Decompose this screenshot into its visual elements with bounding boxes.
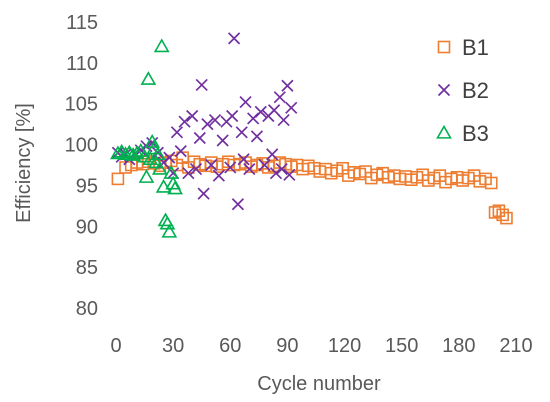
data-point-b2 bbox=[235, 126, 248, 139]
x-axis-label: Cycle number bbox=[257, 373, 381, 395]
legend-marker-b3 bbox=[436, 124, 452, 139]
x-tick-label: 210 bbox=[499, 335, 532, 357]
data-point-b2 bbox=[250, 130, 264, 143]
data-point-b3 bbox=[167, 180, 183, 195]
data-point-b2 bbox=[174, 145, 187, 158]
data-point-b3 bbox=[163, 165, 180, 179]
data-point-b2 bbox=[258, 158, 271, 172]
y-tick-label: 100 bbox=[65, 135, 98, 157]
data-point-b3 bbox=[148, 154, 164, 169]
data-point-b2 bbox=[208, 113, 222, 127]
series-b2 bbox=[111, 32, 298, 211]
data-point-b2 bbox=[205, 158, 218, 172]
data-point-b2 bbox=[201, 118, 214, 131]
y-tick-label: 95 bbox=[76, 175, 98, 197]
legend-marker-b1 bbox=[437, 40, 451, 54]
data-point-b2 bbox=[275, 162, 288, 176]
legend-label: B1 bbox=[462, 35, 489, 60]
data-point-b2 bbox=[170, 126, 184, 139]
data-point-b3 bbox=[153, 38, 170, 53]
data-point-b2 bbox=[273, 91, 286, 104]
data-point-b3 bbox=[155, 178, 172, 193]
data-point-b2 bbox=[283, 168, 296, 181]
legend-marker-b2 bbox=[437, 83, 451, 97]
data-point-b3 bbox=[113, 143, 130, 158]
data-point-b1 bbox=[492, 204, 506, 218]
x-tick-label: 0 bbox=[110, 335, 121, 357]
legend-item-b3: B3 bbox=[436, 121, 489, 146]
legend: B1 B2 B3 bbox=[436, 35, 489, 146]
data-point-b2 bbox=[197, 187, 210, 200]
data-point-b2 bbox=[237, 153, 250, 166]
data-point-b2 bbox=[212, 169, 225, 182]
x-tick-label: 60 bbox=[219, 335, 241, 357]
y-tick-label: 110 bbox=[66, 53, 98, 75]
data-point-b2 bbox=[178, 115, 191, 128]
legend-label: B3 bbox=[462, 121, 489, 146]
data-point-b3 bbox=[161, 223, 178, 238]
x-tick-label: 30 bbox=[162, 335, 184, 357]
data-point-b2 bbox=[193, 131, 206, 145]
data-point-b2 bbox=[267, 104, 281, 117]
data-point-b3 bbox=[138, 169, 155, 183]
data-point-b3 bbox=[129, 145, 145, 160]
legend-item-b2: B2 bbox=[437, 78, 489, 103]
x-tick-label: 90 bbox=[276, 335, 298, 357]
data-point-b2 bbox=[195, 78, 208, 92]
legend-label: B2 bbox=[462, 78, 489, 103]
x-tick-label: 180 bbox=[442, 335, 475, 357]
data-point-b2 bbox=[277, 113, 290, 127]
x-tick-label: 120 bbox=[328, 335, 361, 357]
data-point-b2 bbox=[231, 198, 245, 211]
legend-item-b1: B1 bbox=[437, 35, 489, 60]
data-point-b2 bbox=[281, 79, 294, 92]
y-tick-label: 115 bbox=[66, 12, 98, 34]
x-tick-labels: 0 30 60 90 120 150 180 210 bbox=[110, 335, 532, 357]
data-point-b3 bbox=[125, 147, 142, 161]
series-b3 bbox=[110, 38, 183, 238]
y-tick-labels: 80 85 90 95 100 105 110 115 bbox=[65, 12, 98, 320]
data-point-b3 bbox=[121, 144, 138, 159]
data-point-b2 bbox=[269, 167, 283, 180]
data-point-b2 bbox=[216, 134, 229, 147]
data-point-b2 bbox=[243, 162, 256, 176]
y-tick-label: 90 bbox=[76, 216, 98, 238]
series-b1 bbox=[111, 151, 513, 225]
data-point-b3 bbox=[110, 145, 126, 160]
data-point-b1 bbox=[500, 211, 513, 225]
data-point-b2 bbox=[266, 148, 279, 161]
data-point-b2 bbox=[226, 109, 239, 123]
y-tick-label: 105 bbox=[65, 94, 98, 116]
data-point-b2 bbox=[254, 105, 267, 118]
data-point-b2 bbox=[239, 95, 252, 109]
y-axis-label: Efficiency [%] bbox=[13, 103, 35, 223]
data-point-b2 bbox=[224, 161, 237, 174]
data-point-b2 bbox=[182, 167, 195, 180]
data-point-b2 bbox=[163, 151, 176, 164]
data-point-b1 bbox=[111, 172, 125, 186]
data-point-b2 bbox=[186, 109, 199, 123]
data-point-b3 bbox=[150, 146, 166, 161]
y-tick-label: 80 bbox=[76, 298, 98, 320]
data-point-b1 bbox=[496, 208, 509, 222]
data-point-b3 bbox=[151, 160, 168, 175]
data-point-b3 bbox=[140, 71, 157, 85]
data-point-b1 bbox=[484, 176, 498, 190]
data-point-b2 bbox=[285, 101, 298, 114]
data-point-b3 bbox=[117, 146, 134, 161]
x-tick-label: 150 bbox=[385, 335, 418, 357]
data-point-b2 bbox=[189, 162, 203, 176]
data-series bbox=[110, 32, 513, 238]
data-point-b2 bbox=[227, 32, 241, 45]
y-tick-label: 85 bbox=[76, 257, 98, 279]
